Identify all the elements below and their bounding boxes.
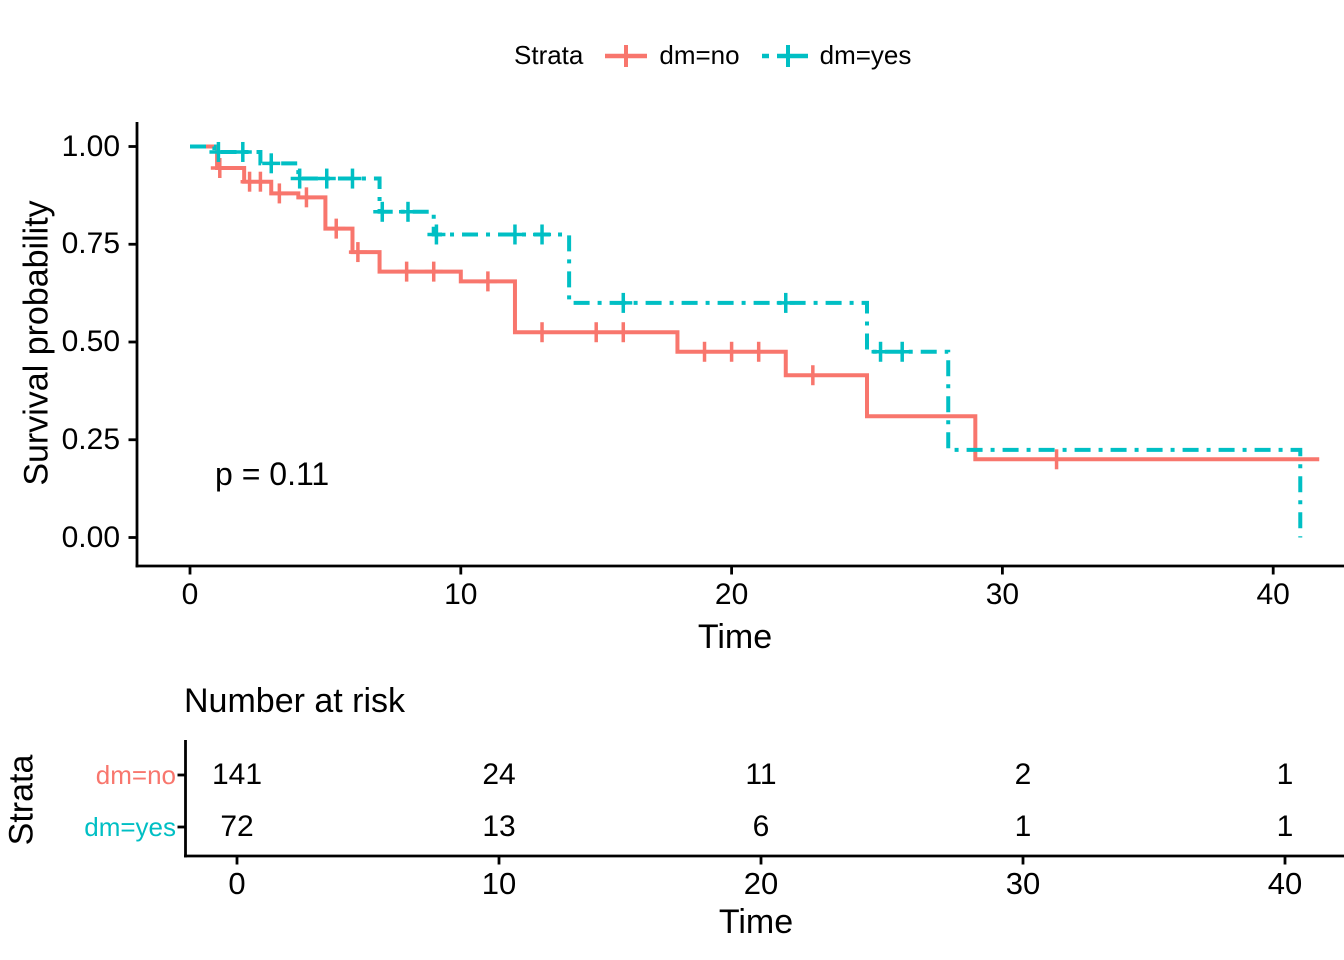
x-axis-title: Time <box>697 618 773 656</box>
legend-label-dm-no: dm=no <box>659 40 740 70</box>
survival-curve-dm=yes <box>190 144 1303 538</box>
risk-table-x-axis-title: Time <box>718 903 794 941</box>
legend-item-dm-yes: dm=yes <box>760 40 912 71</box>
y-tick-label: 1.00 <box>61 129 120 163</box>
legend-title: Strata <box>514 40 584 70</box>
legend: Strata dm=no dm=yes <box>514 40 911 71</box>
y-tick-label: 0.50 <box>61 325 120 358</box>
risk-count: 24 <box>482 758 516 791</box>
y-tick-label: 0.75 <box>61 227 120 261</box>
risk-count: 11 <box>745 758 777 791</box>
risk-count: 6 <box>752 810 770 843</box>
risk-x-tick-label: 20 <box>743 866 779 901</box>
risk-count: 72 <box>220 810 254 843</box>
solid-line-censor-key-icon <box>605 44 648 67</box>
legend-item-dm-no: dm=no <box>603 40 740 71</box>
dotdash-line-censor-key-icon <box>761 44 808 67</box>
risk-row-label-dm-no: dm=no <box>95 760 176 790</box>
risk-x-tick-label: 30 <box>1005 866 1041 901</box>
risk-count: 1 <box>1276 758 1294 791</box>
risk-x-tick-label: 0 <box>228 866 246 901</box>
risk-count: 13 <box>482 810 516 843</box>
x-tick-label: 10 <box>444 578 478 611</box>
risk-x-tick-label: 40 <box>1267 866 1303 901</box>
risk-count: 141 <box>211 758 263 791</box>
risk-count: 2 <box>1014 758 1032 791</box>
risk-x-tick-label: 10 <box>481 866 517 901</box>
legend-label-dm-yes: dm=yes <box>819 40 912 70</box>
x-tick-label: 30 <box>985 578 1020 611</box>
risk-count: 1 <box>1276 810 1294 843</box>
risk-row-label-dm-yes: dm=yes <box>84 812 176 842</box>
y-tick-label: 0.25 <box>61 422 120 456</box>
y-tick-label: 0.00 <box>61 520 120 554</box>
x-tick-label: 20 <box>714 578 749 611</box>
risk-table-title: Number at risk <box>184 682 406 720</box>
risk-count: 1 <box>1014 810 1032 843</box>
p-value-annotation: p = 0.11 <box>215 456 330 492</box>
x-tick-label: 40 <box>1256 578 1290 611</box>
x-tick-label: 0 <box>181 578 199 611</box>
